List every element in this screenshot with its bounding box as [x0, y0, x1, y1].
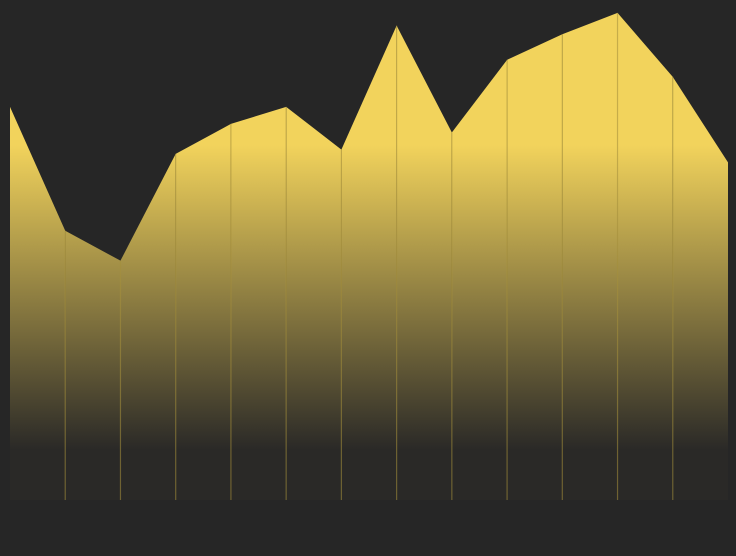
area-segment — [617, 12, 673, 500]
area-segment — [175, 123, 231, 500]
area-segment — [286, 106, 342, 500]
area-segment — [507, 34, 563, 500]
area-segment — [562, 12, 618, 500]
area-segment — [672, 76, 728, 500]
area-segment — [230, 106, 287, 500]
area-layer — [10, 12, 728, 501]
area-segment — [10, 106, 66, 500]
area-segment — [396, 25, 452, 501]
divider-layer — [64, 12, 674, 500]
area-segment — [65, 230, 121, 500]
area-segment — [451, 59, 508, 500]
area-segment — [341, 25, 397, 501]
area-segment — [120, 153, 176, 500]
